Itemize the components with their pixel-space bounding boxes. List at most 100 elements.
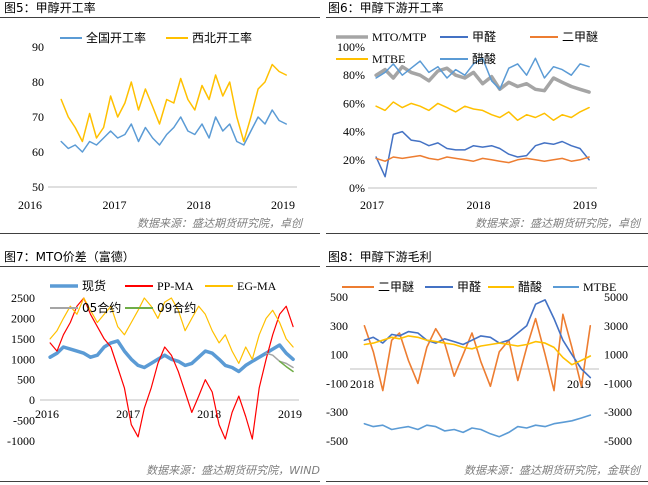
c8-y-tick-label: 500 xyxy=(330,290,348,304)
c8-y-tick-label: 100 xyxy=(330,348,348,362)
acetic-acid-line xyxy=(375,57,590,91)
spot-spread-line xyxy=(48,339,295,374)
row-divider xyxy=(326,481,648,482)
c8-y-tick-label: -300 xyxy=(326,405,348,419)
formaldehyde-margin-line xyxy=(363,299,592,379)
national-rate-line xyxy=(60,109,287,153)
c6-y-tick-label: 80% xyxy=(343,68,365,82)
row-divider xyxy=(0,233,320,234)
c8-y-right-tick-label: -1000 xyxy=(604,376,632,390)
title-divider xyxy=(0,266,320,267)
c6-legend-item: 醋酸 xyxy=(440,51,496,66)
c8-x-tick-label: 2019 xyxy=(567,377,591,391)
c7-legend-item: EG-MA xyxy=(205,279,277,293)
pp-ma-line xyxy=(49,297,294,440)
c8-legend: 二甲醚 甲醛 醋酸 MTBE xyxy=(342,279,616,294)
dme-line xyxy=(375,154,590,164)
c8-y-right-tick-label: 5000 xyxy=(604,290,628,304)
c6-y-tick-label: 0% xyxy=(349,181,365,195)
c8-legend-item: 二甲醚 xyxy=(342,280,414,294)
c7-y-tick-label: 0 xyxy=(29,393,35,407)
c8-y-right-tick-label: -3000 xyxy=(604,405,632,419)
c6-y-tick-label: 60% xyxy=(343,96,365,110)
c8-legend-label: MTBE xyxy=(583,280,616,294)
c6-legend-item: 甲醛 xyxy=(440,29,496,44)
c7-y-tick-label: 1000 xyxy=(11,352,35,366)
c7-legend-label: 09合约 xyxy=(157,300,196,315)
c6-x-tick-label: 2018 xyxy=(467,198,491,212)
figure-8-source: 数据来源：盛达期货研究院，金联创 xyxy=(464,464,640,477)
contract-09-line xyxy=(278,360,294,373)
c8-y-right-tick-label: 1000 xyxy=(604,348,628,362)
c5-legend-item: 全国开工率 xyxy=(60,30,146,45)
c8-legend-label: 二甲醚 xyxy=(378,280,414,294)
c8-y-tick-label: -100 xyxy=(326,376,348,390)
c6-legend-label: 醋酸 xyxy=(472,51,496,66)
c7-legend-label: EG-MA xyxy=(237,279,277,293)
c8-y-right-tick-label: -5000 xyxy=(604,434,632,448)
c6-legend-label: MTO/MTP xyxy=(372,30,427,44)
c6-x-tick-label: 2019 xyxy=(573,198,597,212)
c5-x-tick-label: 2019 xyxy=(271,198,295,212)
c8-legend-label: 甲醛 xyxy=(457,279,481,294)
c5-legend: 全国开工率 西北开工率 xyxy=(60,30,252,45)
c7-y-tick-label: -500 xyxy=(13,414,35,428)
figure-5-source: 数据来源：盛达期货研究院，卓创 xyxy=(137,217,302,230)
c5-y-tick-label: 90 xyxy=(32,40,44,54)
c6-x-tick-label: 2017 xyxy=(360,198,384,212)
c5-x-tick-label: 2017 xyxy=(103,198,127,212)
c8-x-tick-label: 2018 xyxy=(350,377,374,391)
c7-y-tick-label: 500 xyxy=(17,373,35,387)
mtbe-margin-line xyxy=(363,414,592,438)
c7-legend-item: 现货 xyxy=(50,278,106,293)
c6-y-tick-label: 40% xyxy=(343,125,365,139)
c7-x-tick-label: 2019 xyxy=(278,407,302,421)
mto-mtp-line xyxy=(374,64,591,94)
figure-7-title: 图7：MTO价差（富德） xyxy=(4,250,135,264)
c7-legend-item: 09合约 xyxy=(125,300,196,315)
c8-legend-item: 甲醛 xyxy=(425,279,481,294)
c5-y-tick-label: 70 xyxy=(32,110,44,124)
row-divider xyxy=(0,481,320,482)
figure-8-title: 图8：甲醇下游毛利 xyxy=(328,250,432,264)
figure-6-title: 图6：甲醇下游开工率 xyxy=(328,1,444,15)
chart-5: 50 60 70 80 90 2016 2017 2018 2019 全国开工率 西北开工率 xyxy=(18,30,297,212)
figure-7-source: 数据来源：盛达期货研究院，WIND xyxy=(146,464,320,477)
c6-legend-label: 甲醛 xyxy=(472,29,496,44)
figure-6-source: 数据来源：盛达期货研究院，卓创 xyxy=(475,217,640,230)
c6-y-tick-label: 100% xyxy=(337,40,365,54)
c7-x-tick-label: 2016 xyxy=(35,407,59,421)
c7-legend-label: PP-MA xyxy=(157,279,194,293)
c7-legend-item: PP-MA xyxy=(125,279,194,293)
chart-6: 0% 20% 40% 60% 80% 100% 2017 2018 2019 MTO/MTP 甲醛 二… xyxy=(336,29,598,212)
c7-y-tick-label: -1000 xyxy=(7,434,35,448)
c7-x-tick-label: 2018 xyxy=(197,407,221,421)
c5-legend-label: 全国开工率 xyxy=(86,30,146,45)
c7-legend-item: 05合约 xyxy=(50,300,121,315)
c7-legend-label: 现货 xyxy=(82,278,106,293)
c7-y-tick-label: 2000 xyxy=(11,311,35,325)
c5-legend-item: 西北开工率 xyxy=(166,30,252,45)
c8-legend-item: MTBE xyxy=(553,280,616,294)
northwest-rate-line xyxy=(60,63,287,143)
eg-ma-line xyxy=(49,297,294,364)
c8-legend-label: 醋酸 xyxy=(518,279,542,294)
c6-legend-item: MTBE xyxy=(336,52,405,66)
title-divider xyxy=(326,17,648,18)
row-divider xyxy=(326,233,648,234)
chart-8: -500 -300 -100 100 300 500 -5000 -3000 -1000 1000… xyxy=(326,279,632,448)
c5-x-tick-label: 2016 xyxy=(18,198,42,212)
c5-y-tick-label: 50 xyxy=(32,180,44,194)
c5-y-tick-label: 60 xyxy=(32,145,44,159)
mtbe-line xyxy=(375,101,590,122)
title-divider xyxy=(326,266,648,267)
c7-x-tick-label: 2017 xyxy=(116,407,140,421)
c8-legend-item: 醋酸 xyxy=(488,279,542,294)
c6-legend-label: 二甲醚 xyxy=(562,30,598,44)
c5-x-tick-label: 2018 xyxy=(187,198,211,212)
c5-y-tick-label: 80 xyxy=(32,75,44,89)
title-divider xyxy=(0,17,320,18)
formaldehyde-line xyxy=(375,130,590,178)
c6-legend-item: MTO/MTP xyxy=(336,30,427,44)
c6-legend-label: MTBE xyxy=(372,52,405,66)
